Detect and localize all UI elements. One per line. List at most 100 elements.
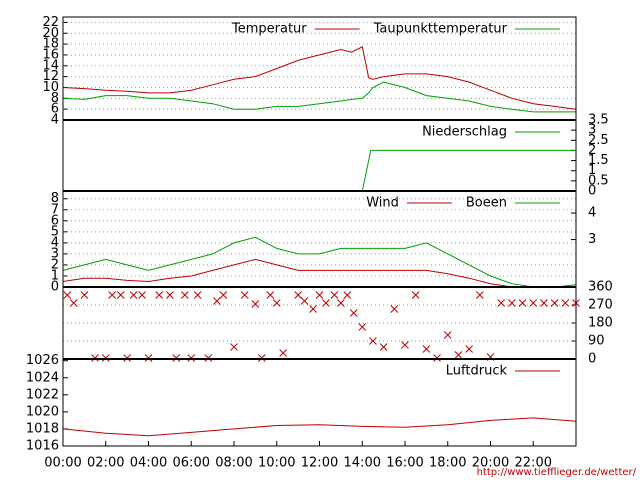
y-tick-label: 1 <box>588 163 596 178</box>
scatter-point <box>550 299 559 307</box>
scatter-point <box>180 291 189 299</box>
scatter-point <box>343 291 352 299</box>
scatter-point <box>540 299 548 307</box>
y-tick-label: 1.5 <box>588 153 609 168</box>
scatter-point <box>63 291 72 299</box>
scatter-point <box>390 305 399 313</box>
legend-label: Temperatur <box>231 22 307 37</box>
y-tick-label: 0.5 <box>588 173 609 188</box>
y-tick-label: 1 <box>51 268 59 283</box>
scatter-point <box>561 299 570 307</box>
y-tick-label: 0 <box>588 352 596 367</box>
scatter-point <box>422 345 431 353</box>
scatter-point <box>300 297 309 305</box>
y-tick-label: 7 <box>51 202 59 217</box>
legend-label: Niederschlag <box>422 125 507 140</box>
x-tick-label: 06:00 <box>173 456 210 471</box>
y-tick-label: 4 <box>51 235 59 250</box>
y-tick-label: 22 <box>42 15 59 30</box>
scatter-point <box>322 299 330 307</box>
scatter-point <box>358 323 367 331</box>
scatter-point <box>279 349 288 357</box>
scatter-point <box>349 309 358 317</box>
series-line <box>62 417 577 437</box>
scatter-point <box>166 291 174 299</box>
y-tick-label: 0 <box>51 280 59 295</box>
scatter-point <box>155 291 164 299</box>
scatter-point <box>230 343 238 351</box>
x-tick-label: 08:00 <box>215 456 252 471</box>
y-tick-label: 2 <box>51 257 59 272</box>
scatter-point <box>401 341 409 349</box>
y-tick-label: 270 <box>588 298 613 313</box>
scatter-point <box>475 291 484 299</box>
scatter-point <box>330 291 339 299</box>
y-tick-label: 16 <box>42 47 59 62</box>
x-tick-label: 00:00 <box>44 456 81 471</box>
x-tick-label: 16:00 <box>386 456 423 471</box>
scatter-point <box>518 299 527 307</box>
y-tick-label: 1024 <box>26 370 59 385</box>
y-tick-label: 1022 <box>26 387 59 402</box>
scatter-point <box>251 300 260 308</box>
y-tick-label: 3 <box>588 123 596 138</box>
legend-label: Wind <box>366 196 399 211</box>
scatter-point <box>129 291 138 299</box>
y-tick-label: 360 <box>588 280 613 295</box>
legend-label: Boeen <box>466 196 507 211</box>
y-tick-label: 8 <box>51 91 59 106</box>
y-tick-label: 3.5 <box>588 113 609 128</box>
scatter-point <box>69 299 78 307</box>
scatter-point <box>337 299 345 307</box>
y-tick-label: 1016 <box>26 439 59 454</box>
y-tick-label: 14 <box>42 58 59 73</box>
x-tick-label: 02:00 <box>87 456 124 471</box>
y2-tick-label: 3 <box>588 232 596 247</box>
y-tick-label: 90 <box>588 334 605 349</box>
footer-url: http://www.tiefflieger.de/wetter/ <box>477 467 637 478</box>
scatter-point <box>508 299 516 307</box>
scatter-point <box>266 291 275 299</box>
scatter-point <box>219 291 228 299</box>
x-tick-label: 20:00 <box>472 456 509 471</box>
legend-label: Luftdruck <box>446 364 508 379</box>
y-tick-label: 6 <box>51 102 59 117</box>
x-tick-label: 12:00 <box>301 456 338 471</box>
y-tick-label: 3 <box>51 246 59 261</box>
scatter-point <box>116 291 125 299</box>
y-tick-label: 1020 <box>26 404 59 419</box>
x-tick-label: 18:00 <box>429 456 466 471</box>
scatter-point <box>379 343 388 351</box>
scatter-point <box>497 299 506 307</box>
y-tick-label: 5 <box>51 224 59 239</box>
y-tick-label: 1018 <box>26 421 59 436</box>
legend-label: Taupunkttemperatur <box>373 22 508 37</box>
scatter-point <box>443 331 452 339</box>
x-tick-label: 04:00 <box>130 456 167 471</box>
scatter-point <box>454 351 463 359</box>
y-tick-label: 12 <box>42 69 59 84</box>
y-tick-label: 18 <box>42 37 59 52</box>
y-tick-label: 8 <box>51 191 59 206</box>
y-tick-label: 0 <box>588 184 596 199</box>
scatter-point <box>411 291 420 299</box>
scatter-point <box>213 297 221 305</box>
scatter-point <box>193 291 202 299</box>
scatter-point <box>294 291 302 299</box>
x-tick-label: 22:00 <box>515 456 552 471</box>
y-tick-label: 2.5 <box>588 133 609 148</box>
x-tick-label: 10:00 <box>258 456 295 471</box>
y-tick-label: 6 <box>51 213 59 228</box>
scatter-point <box>80 291 89 299</box>
series-line <box>62 81 576 113</box>
scatter-point <box>108 291 117 299</box>
series-line <box>62 236 577 288</box>
y2-tick-label: 4 <box>588 206 596 221</box>
y-tick-label: 180 <box>588 316 613 331</box>
scatter-point <box>240 291 249 299</box>
y-tick-label: 20 <box>42 26 59 41</box>
x-tick-label: 14:00 <box>344 456 381 471</box>
scatter-point <box>272 299 281 307</box>
scatter-point <box>465 345 473 353</box>
